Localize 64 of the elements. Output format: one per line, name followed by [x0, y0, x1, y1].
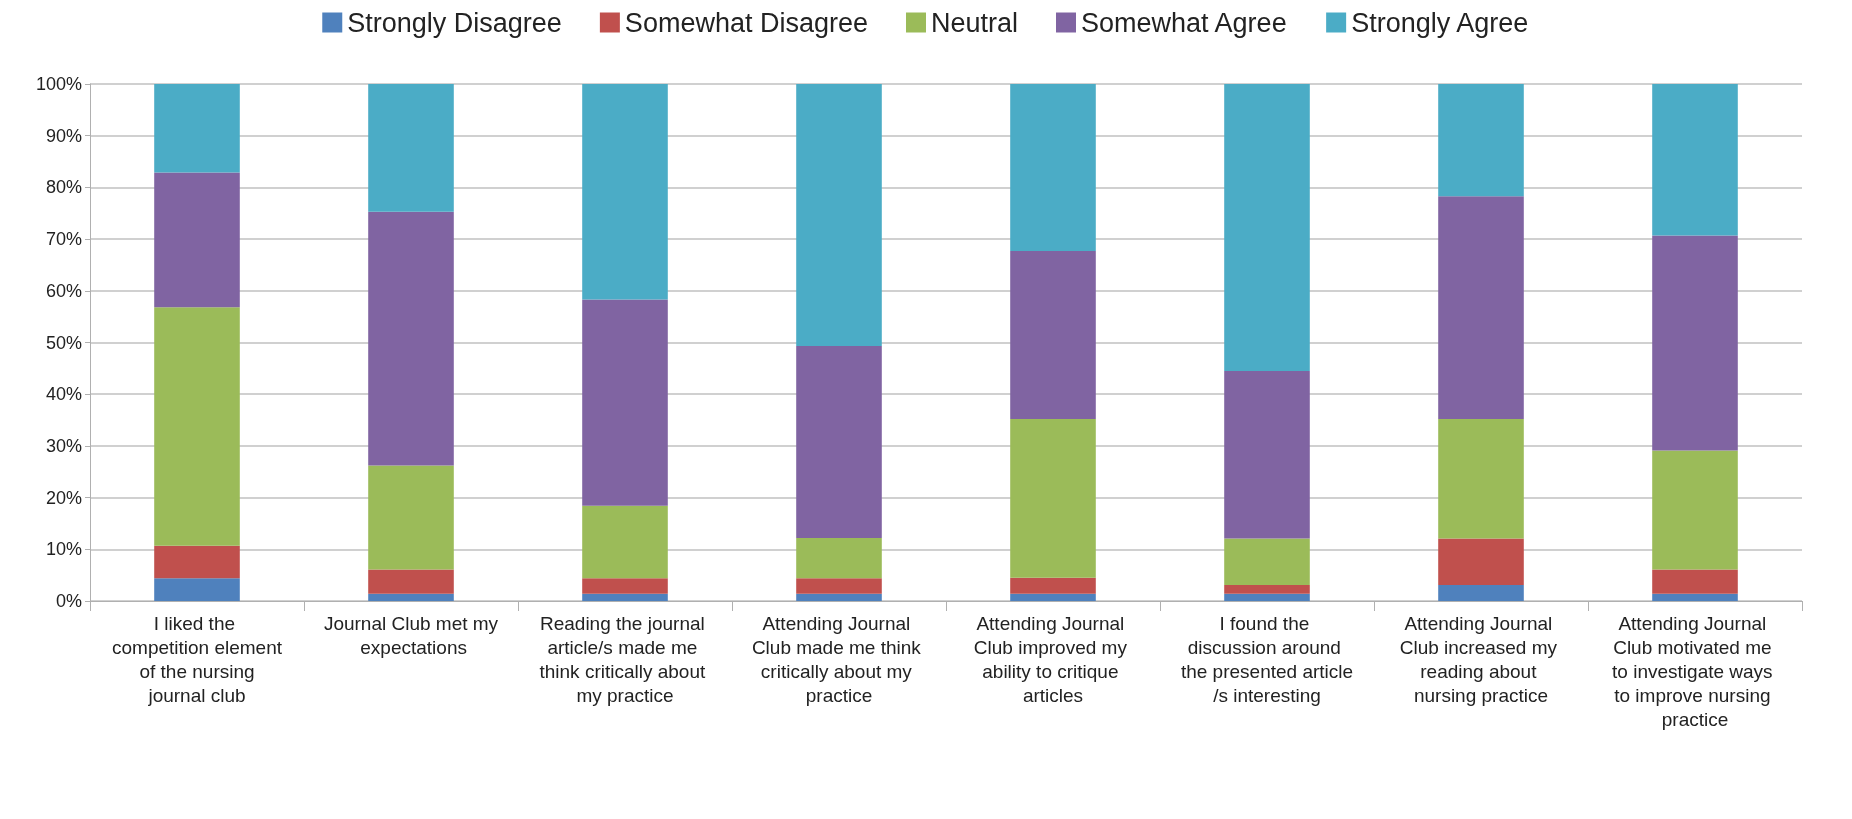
y-tick-label: 20%	[45, 487, 82, 508]
legend-label: Somewhat Disagree	[624, 7, 868, 38]
y-tick-label: 100%	[35, 74, 82, 94]
x-tick-label: Attending Journal Club made me think critically about my practice	[751, 612, 927, 706]
x-tick-label: Attending Journal Club increased my reading about nursing practice	[1399, 612, 1563, 706]
bar	[1224, 593, 1310, 601]
bar	[368, 465, 454, 570]
bar	[796, 593, 882, 601]
y-tick-label: 60%	[45, 280, 82, 301]
bar	[1224, 584, 1310, 594]
bar	[1652, 235, 1738, 451]
y-tick-label: 0%	[55, 591, 82, 611]
bar	[1652, 569, 1738, 594]
y-tick-label: 90%	[45, 125, 82, 146]
bar	[154, 84, 240, 173]
y-tick-label: 30%	[45, 435, 82, 456]
bar	[1438, 196, 1524, 420]
bar	[1224, 538, 1310, 585]
y-tick-label: 50%	[45, 332, 82, 353]
x-tick-label: Reading the journal article/s made me think critically about my practice	[539, 612, 711, 706]
bar	[368, 569, 454, 594]
bar	[796, 537, 882, 579]
bar	[1438, 584, 1524, 601]
bar	[582, 593, 668, 601]
y-tick-label: 40%	[45, 384, 82, 405]
bar	[1010, 419, 1096, 578]
bar	[796, 578, 882, 594]
bar	[1438, 84, 1524, 197]
bar	[154, 578, 240, 601]
x-tick-label: Journal Club met my expectations	[323, 612, 499, 658]
bar	[1010, 84, 1096, 251]
bar	[1438, 419, 1524, 539]
legend-label: Neutral	[930, 7, 1019, 38]
y-tick-label: 80%	[45, 177, 82, 198]
bar	[1652, 593, 1738, 601]
bar	[582, 505, 668, 579]
bar	[582, 84, 668, 300]
bar	[1438, 538, 1524, 585]
x-tick-label: I liked the competition element of the nursing journal club	[111, 612, 283, 706]
bar	[368, 84, 454, 212]
bar	[796, 84, 882, 347]
bar	[154, 545, 240, 579]
bar	[1652, 84, 1738, 236]
bar	[368, 593, 454, 601]
bar	[1224, 370, 1310, 539]
bar	[582, 299, 668, 506]
x-tick-label: I found the discussion around the presented article/s interesting	[1180, 612, 1354, 706]
x-tick-label: Attending Journal Club improved my ability to critique articles	[973, 612, 1133, 706]
bar	[1652, 450, 1738, 570]
legend-label: Strongly Agree	[1351, 7, 1529, 38]
bar	[1224, 84, 1310, 371]
y-tick-label: 10%	[45, 539, 82, 560]
legend-label: Strongly Disagree	[347, 7, 562, 38]
bar	[796, 346, 882, 538]
bar	[1010, 250, 1096, 420]
bar	[582, 578, 668, 594]
bar	[154, 172, 240, 308]
x-tick-label: Attending Journal Club motivated me to investigate ways to improve nursing practice	[1612, 612, 1778, 730]
bar	[154, 307, 240, 546]
y-tick-label: 70%	[45, 229, 82, 250]
bar	[368, 211, 454, 466]
legend-label: Somewhat Agree	[1081, 7, 1287, 38]
bar	[1010, 577, 1096, 594]
bar	[1010, 593, 1096, 601]
